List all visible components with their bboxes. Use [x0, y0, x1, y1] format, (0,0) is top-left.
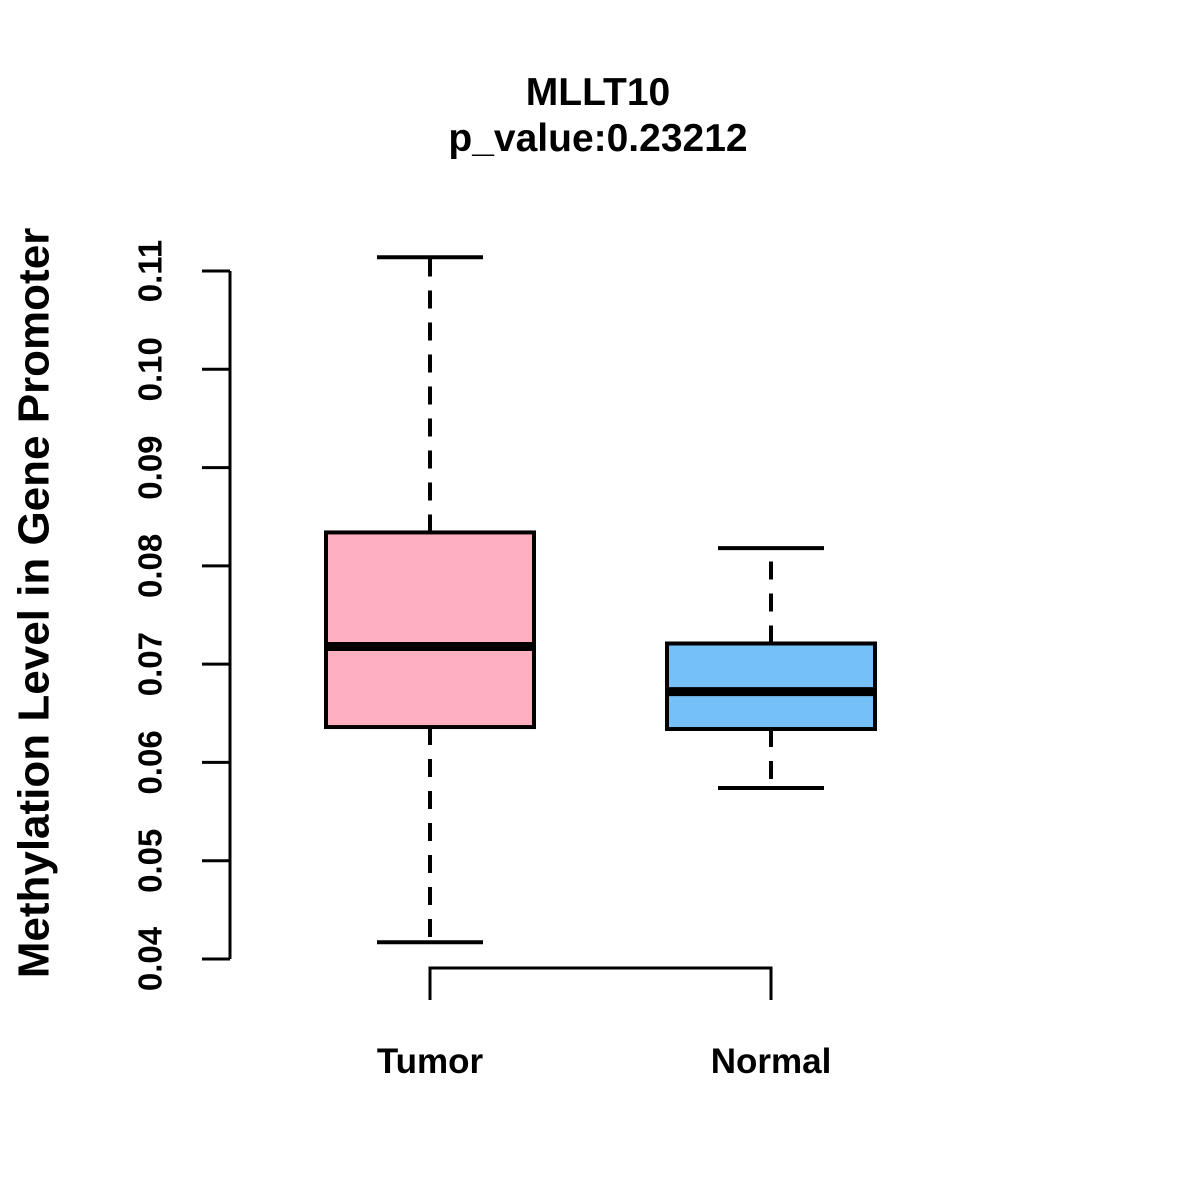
y-axis-tick-label: 0.10: [132, 337, 169, 401]
y-axis-tick-label: 0.06: [132, 730, 169, 794]
chart-subtitle: p_value:0.23212: [448, 117, 747, 160]
axes-layer: 0.04 0.05 0.06 0.07 0.08 0.09 0.10 0.11 Tumor Nor…: [132, 240, 832, 1081]
chart-title: MLLT10: [526, 71, 670, 114]
box-group-normal: [665, 546, 877, 790]
y-axis-tick-label: 0.05: [132, 829, 169, 893]
y-axis-tick-label: 0.09: [132, 435, 169, 499]
x-axis-category-label-normal: Normal: [711, 1042, 832, 1081]
y-axis-tick-label: 0.08: [132, 534, 169, 598]
x-axis: [428, 966, 773, 1000]
iqr-box-normal: [665, 641, 877, 732]
x-axis-category-label-tumor: Tumor: [377, 1042, 484, 1081]
y-axis-tick-label: 0.11: [132, 240, 169, 302]
box-group-tumor: [324, 255, 536, 945]
iqr-box-tumor: [324, 530, 536, 730]
y-axis-tick-label: 0.04: [132, 926, 169, 991]
boxplot-series-layer: [324, 255, 877, 945]
y-axis-tick-label: 0.07: [132, 632, 169, 696]
y-axis-title: Methylation Level in Gene Promoter: [10, 228, 59, 979]
